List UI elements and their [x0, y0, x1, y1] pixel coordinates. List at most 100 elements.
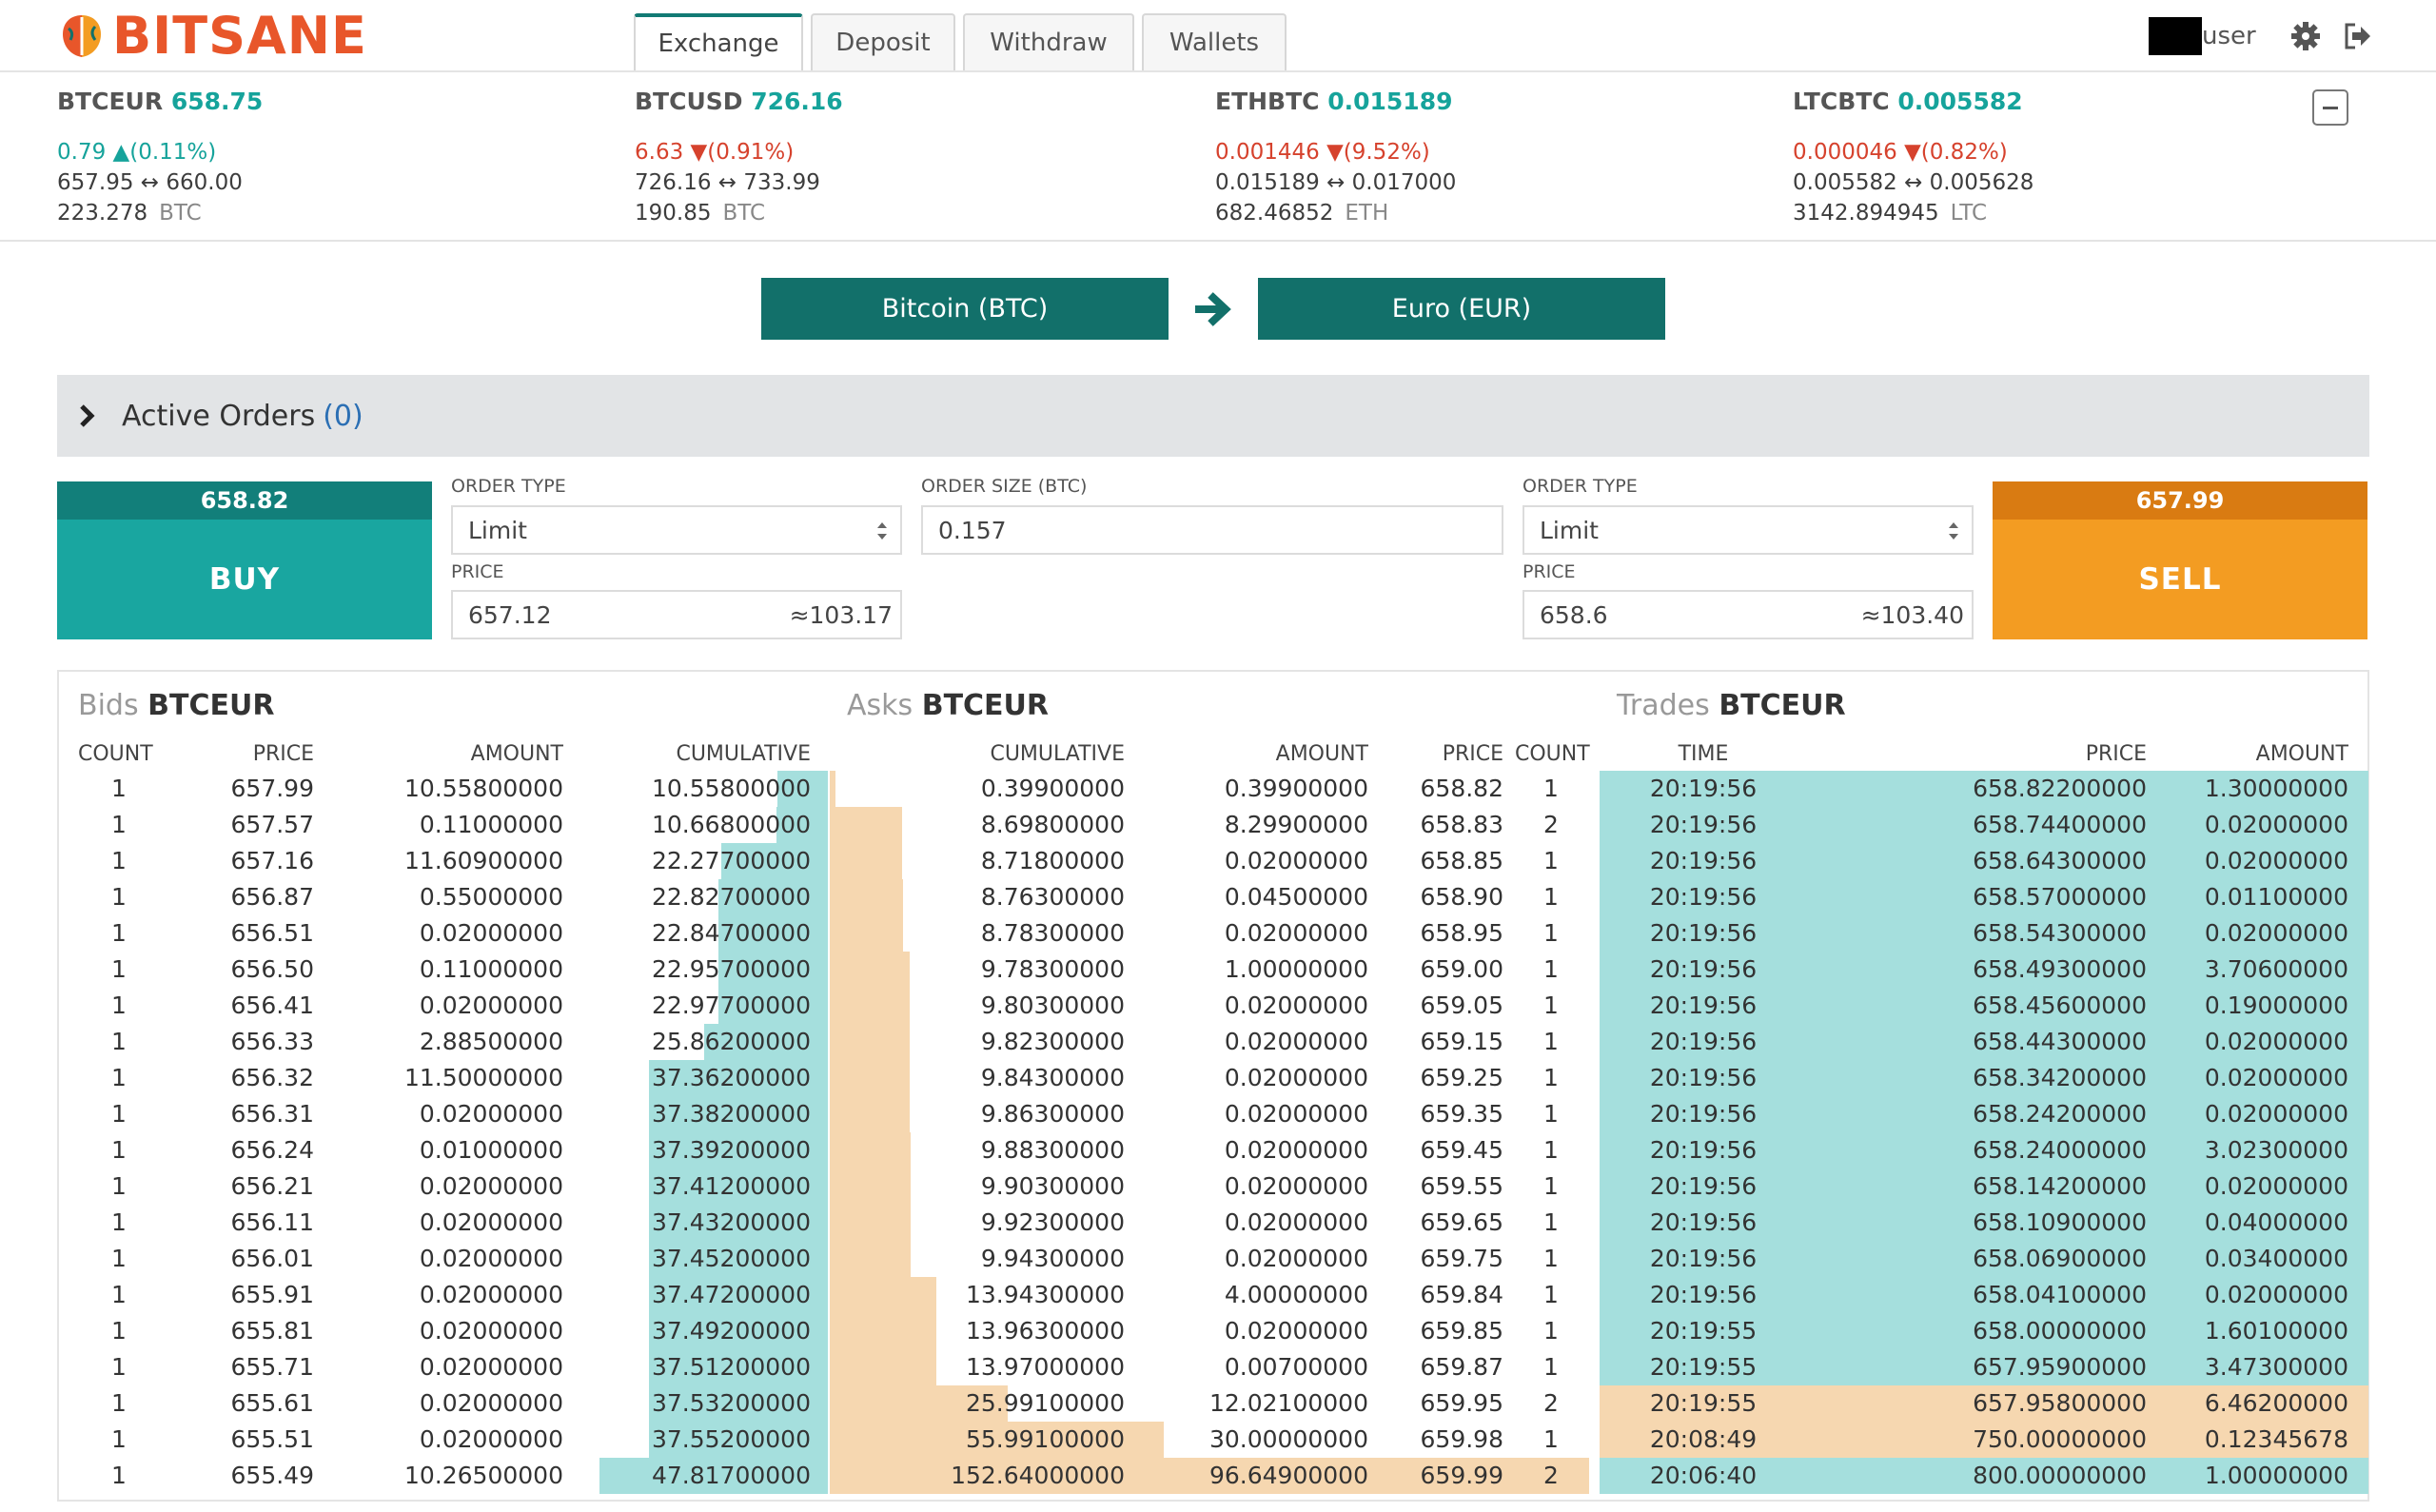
- trade-price: 658.49300000: [1973, 955, 2147, 983]
- ticker-btceur[interactable]: BTCEUR 658.75 0.79 ▲(0.11%) 657.95 ↔ 660…: [57, 88, 590, 226]
- ticker-price: 658.75: [170, 88, 264, 115]
- logout-icon[interactable]: [2340, 19, 2374, 53]
- ticker-ethbtc[interactable]: ETHBTC 0.015189 0.001446 ▼(9.52%) 0.0151…: [1215, 88, 1748, 226]
- ask-price: 658.83: [1420, 811, 1503, 838]
- ask-cumulative: 13.94300000: [965, 1281, 1125, 1308]
- bid-cumulative: 22.95700000: [651, 955, 811, 983]
- ticker-change-pct: (0.82%): [1920, 140, 2008, 165]
- sell-order-type-select[interactable]: Limit: [1522, 505, 1974, 555]
- avatar[interactable]: [2149, 17, 2202, 55]
- bid-depth-bar: [718, 915, 828, 952]
- ask-depth-bar: [830, 1205, 911, 1241]
- ask-count: 1: [1543, 1100, 1559, 1128]
- trade-amount: 1.30000000: [2204, 775, 2348, 802]
- trade-price: 658.00000000: [1973, 1317, 2147, 1345]
- order-size-input[interactable]: 0.157: [921, 505, 1503, 555]
- ask-amount: 0.02000000: [1224, 1100, 1368, 1128]
- tab-withdraw[interactable]: Withdraw: [963, 13, 1134, 70]
- trades-title-prefix: Trades: [1617, 689, 1710, 722]
- ask-price: 659.87: [1420, 1353, 1503, 1381]
- ask-count: 1: [1543, 1172, 1559, 1200]
- ask-count: 1: [1543, 1028, 1559, 1055]
- sell-total: ≈103.40: [1860, 600, 1964, 629]
- buy-button[interactable]: 658.82 BUY: [57, 481, 432, 639]
- asks-title: Asks BTCEUR: [847, 689, 1049, 722]
- ask-depth-bar: [830, 952, 910, 988]
- trade-time: 20:19:56: [1649, 847, 1758, 874]
- bid-amount: 0.02000000: [419, 1281, 563, 1308]
- buy-order-type-select[interactable]: Limit: [451, 505, 902, 555]
- bid-cumulative: 22.97700000: [651, 992, 811, 1019]
- ticker-ltcbtc[interactable]: LTCBTC 0.005582 0.000046 ▼(0.82%) 0.0055…: [1793, 88, 2326, 226]
- bid-count: 1: [111, 1462, 127, 1489]
- trade-time: 20:19:55: [1649, 1353, 1758, 1381]
- arrow-right-icon[interactable]: [1189, 289, 1233, 329]
- ticker-pair-name: BTCUSD: [635, 88, 743, 115]
- logo[interactable]: BITSANE: [57, 8, 367, 65]
- bid-depth-bar: [649, 1060, 828, 1096]
- bid-amount: 11.60900000: [403, 847, 563, 874]
- bid-count: 1: [111, 1172, 127, 1200]
- bid-depth-bar: [649, 1205, 828, 1241]
- to-currency-button[interactable]: Euro (EUR): [1258, 278, 1665, 340]
- ask-amount: 4.00000000: [1224, 1281, 1368, 1308]
- bid-depth-bar: [648, 1313, 828, 1349]
- trade-amount: 0.02000000: [2204, 1028, 2348, 1055]
- tab-deposit[interactable]: Deposit: [811, 13, 955, 70]
- range-arrow-icon: ↔: [717, 170, 737, 195]
- bid-count: 1: [111, 1281, 127, 1308]
- bid-depth-bar: [649, 1168, 828, 1205]
- sell-button[interactable]: 657.99 SELL: [1993, 481, 2367, 639]
- ticker-pair: BTCEUR 658.75: [57, 88, 590, 115]
- from-currency-button[interactable]: Bitcoin (BTC): [761, 278, 1169, 340]
- bid-depth-bar: [776, 807, 828, 843]
- bid-cumulative: 10.66800000: [651, 811, 811, 838]
- sell-order-type-value: Limit: [1540, 516, 1599, 544]
- bid-price: 656.51: [230, 919, 314, 947]
- ticker-btcusd[interactable]: BTCUSD 726.16 6.63 ▼(0.91%) 726.16 ↔ 733…: [635, 88, 1168, 226]
- buy-price-input[interactable]: 657.12 ≈103.17: [451, 590, 902, 639]
- asks-header-cumulative: CUMULATIVE: [990, 742, 1125, 766]
- ask-cumulative: 55.99100000: [965, 1425, 1125, 1453]
- trade-time: 20:19:56: [1649, 992, 1758, 1019]
- bid-count: 1: [111, 775, 127, 802]
- ticker-range: 726.16 ↔ 733.99: [635, 170, 1168, 195]
- trade-time: 20:19:56: [1649, 811, 1758, 838]
- ask-depth-bar: [830, 843, 903, 879]
- active-orders-toggle[interactable]: Active Orders (0): [57, 375, 2369, 457]
- ticker-high: 0.005628: [1929, 170, 2034, 195]
- bid-count: 1: [111, 1100, 127, 1128]
- sell-price-input[interactable]: 658.6 ≈103.40: [1522, 590, 1974, 639]
- bids-header-count: COUNT: [78, 742, 153, 766]
- asks-title-prefix: Asks: [847, 689, 914, 722]
- user-name[interactable]: user: [2202, 22, 2256, 50]
- trade-time: 20:19:56: [1649, 1245, 1758, 1272]
- caret-up-icon: ▲: [112, 140, 130, 165]
- bid-count: 1: [111, 1136, 127, 1164]
- trade-time: 20:19:56: [1649, 883, 1758, 911]
- trade-price: 658.06900000: [1973, 1245, 2147, 1272]
- bid-price: 656.32: [230, 1064, 314, 1091]
- bid-depth-bar: [648, 1349, 828, 1385]
- sell-price-label: PRICE: [1522, 561, 1576, 582]
- ask-depth-bar: [830, 1313, 937, 1349]
- tab-exchange[interactable]: Exchange: [634, 13, 803, 70]
- bid-count: 1: [111, 1425, 127, 1453]
- bid-amount: 0.11000000: [419, 811, 563, 838]
- bid-amount: 0.02000000: [419, 1353, 563, 1381]
- ticker-change: 0.000046 ▼(0.82%): [1793, 140, 2326, 165]
- gear-icon[interactable]: [2289, 19, 2323, 53]
- active-orders-label: Active Orders: [122, 399, 316, 433]
- order-size-value: 0.157: [938, 516, 1007, 544]
- ticker-volume-value: 682.46852: [1215, 201, 1334, 226]
- ticker-change: 0.79 ▲(0.11%): [57, 140, 590, 165]
- ask-count: 1: [1543, 1208, 1559, 1236]
- trade-price: 658.82200000: [1973, 775, 2147, 802]
- caret-down-icon: ▼: [1904, 140, 1921, 165]
- ask-amount: 0.02000000: [1224, 1245, 1368, 1272]
- minus-icon[interactable]: [2312, 89, 2348, 126]
- trade-time: 20:19:56: [1649, 1136, 1758, 1164]
- ask-cumulative: 9.84300000: [980, 1064, 1125, 1091]
- ask-cumulative: 25.99100000: [965, 1389, 1125, 1417]
- tab-wallets[interactable]: Wallets: [1142, 13, 1287, 70]
